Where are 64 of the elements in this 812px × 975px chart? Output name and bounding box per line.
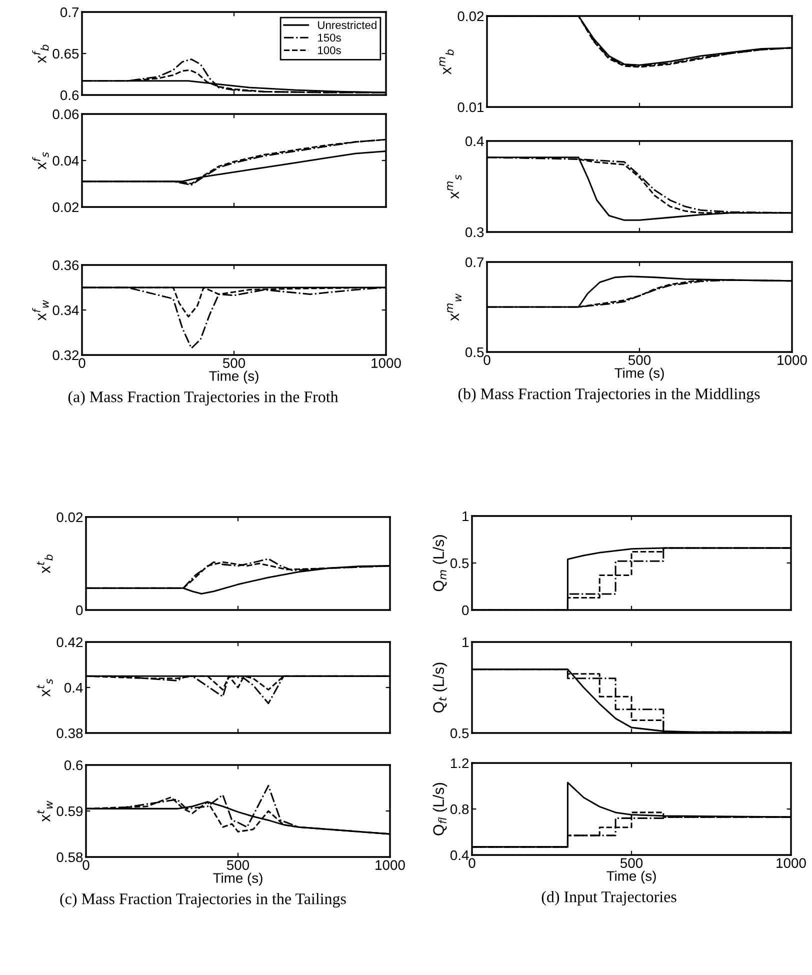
y-tick-label: 1 [462,511,469,522]
y-tick-label: 0.38 [56,728,83,738]
x-tick-label: 500 [222,358,246,368]
x-axis-title: Time (s) [606,870,656,884]
text: (c) Mass Fraction Trajectories in the Tailings [60,893,346,908]
y-tick-label: 0.01 [458,102,484,112]
y-tick-label: 0.6 [60,90,79,100]
y-tick-label: 1.2 [450,758,469,768]
y-tick-label: 0.5 [450,728,469,738]
x-tick-label: 0 [82,860,90,870]
y-axis-title: x$^{t}$$_{b}$ [36,554,53,574]
x-tick-label: 1000 [778,355,807,365]
y-axis-title: x$^{f}$$_{s}$ [32,152,49,170]
y-tick-label: 0.6 [64,760,83,770]
y-tick-label: 0.65 [52,48,79,59]
y-tick-label: 0.32 [52,350,79,360]
x-tick-label: 500 [226,860,250,870]
y-tick-label: 0.7 [465,257,484,268]
y-tick-label: 0.5 [450,558,469,568]
y-tick-label: 0.8 [450,804,469,814]
x-tick-label: 500 [620,858,643,868]
y-tick-label: 0.06 [52,109,79,120]
y-tick-label: 0.5 [465,347,484,358]
x-axis-title: Time (s) [213,872,262,886]
y-tick-label: 0.3 [465,227,484,238]
x-tick-label: 0 [484,355,490,365]
text: (b) Mass Fraction Trajectories in the Middlings [458,388,760,403]
y-tick-label: 0.02 [52,202,79,212]
y-tick-label: 0.36 [52,260,79,270]
y-tick-label: 0.4 [465,136,484,146]
y-tick-label: 1 [462,637,469,648]
y-axis-title: x$^{m}$$_{b}$ [439,50,454,74]
x-axis-title: Time (s) [614,368,664,381]
x-axis-title: Time (s) [209,370,258,384]
y-tick-label: 0.59 [56,806,83,816]
y-axis-title: x$^{m}$$_{s}$ [447,174,462,199]
y-tick-label: 0.02 [56,512,83,522]
y-axis-title: x$^{m}$$_{w}$ [447,293,462,321]
y-axis-title: Q$_{fl}$ (L/s) [432,783,448,836]
legend-label: 100s [318,46,341,54]
legend-label: 150s [318,34,341,42]
y-tick-label: 0.58 [56,852,83,862]
y-axis-title: Q$_{m}$ (L/s) [432,535,448,592]
x-tick-label: 1000 [376,860,405,870]
y-tick-label: 0.4 [450,850,469,860]
y-tick-label: 0.02 [458,11,484,22]
x-tick-label: 1000 [776,858,806,868]
x-tick-label: 500 [628,355,651,365]
text: (d) Input Trajectories [542,891,676,906]
y-axis-title: x$^{f}$$_{w}$ [32,300,49,321]
y-tick-label: 0 [462,605,469,616]
y-tick-label: 0 [76,605,83,616]
text: (a) Mass Fraction Trajectories in the Froth [68,391,338,406]
y-axis-title: x$^{t}$$_{s}$ [36,678,53,697]
y-tick-label: 0.4 [64,682,83,693]
x-tick-label: 1000 [372,358,401,368]
y-tick-label: 0.42 [56,637,83,648]
y-axis-title: x$^{f}$$_{b}$ [32,44,49,64]
y-tick-label: 0.34 [52,305,79,316]
y-axis-title: Q$_{t}$ (L/s) [432,662,448,713]
y-axis-title: x$^{t}$$_{w}$ [36,800,53,822]
y-tick-label: 0.04 [52,156,79,166]
y-tick-label: 0.7 [60,7,79,18]
legend-label: Unrestricted [318,20,376,30]
